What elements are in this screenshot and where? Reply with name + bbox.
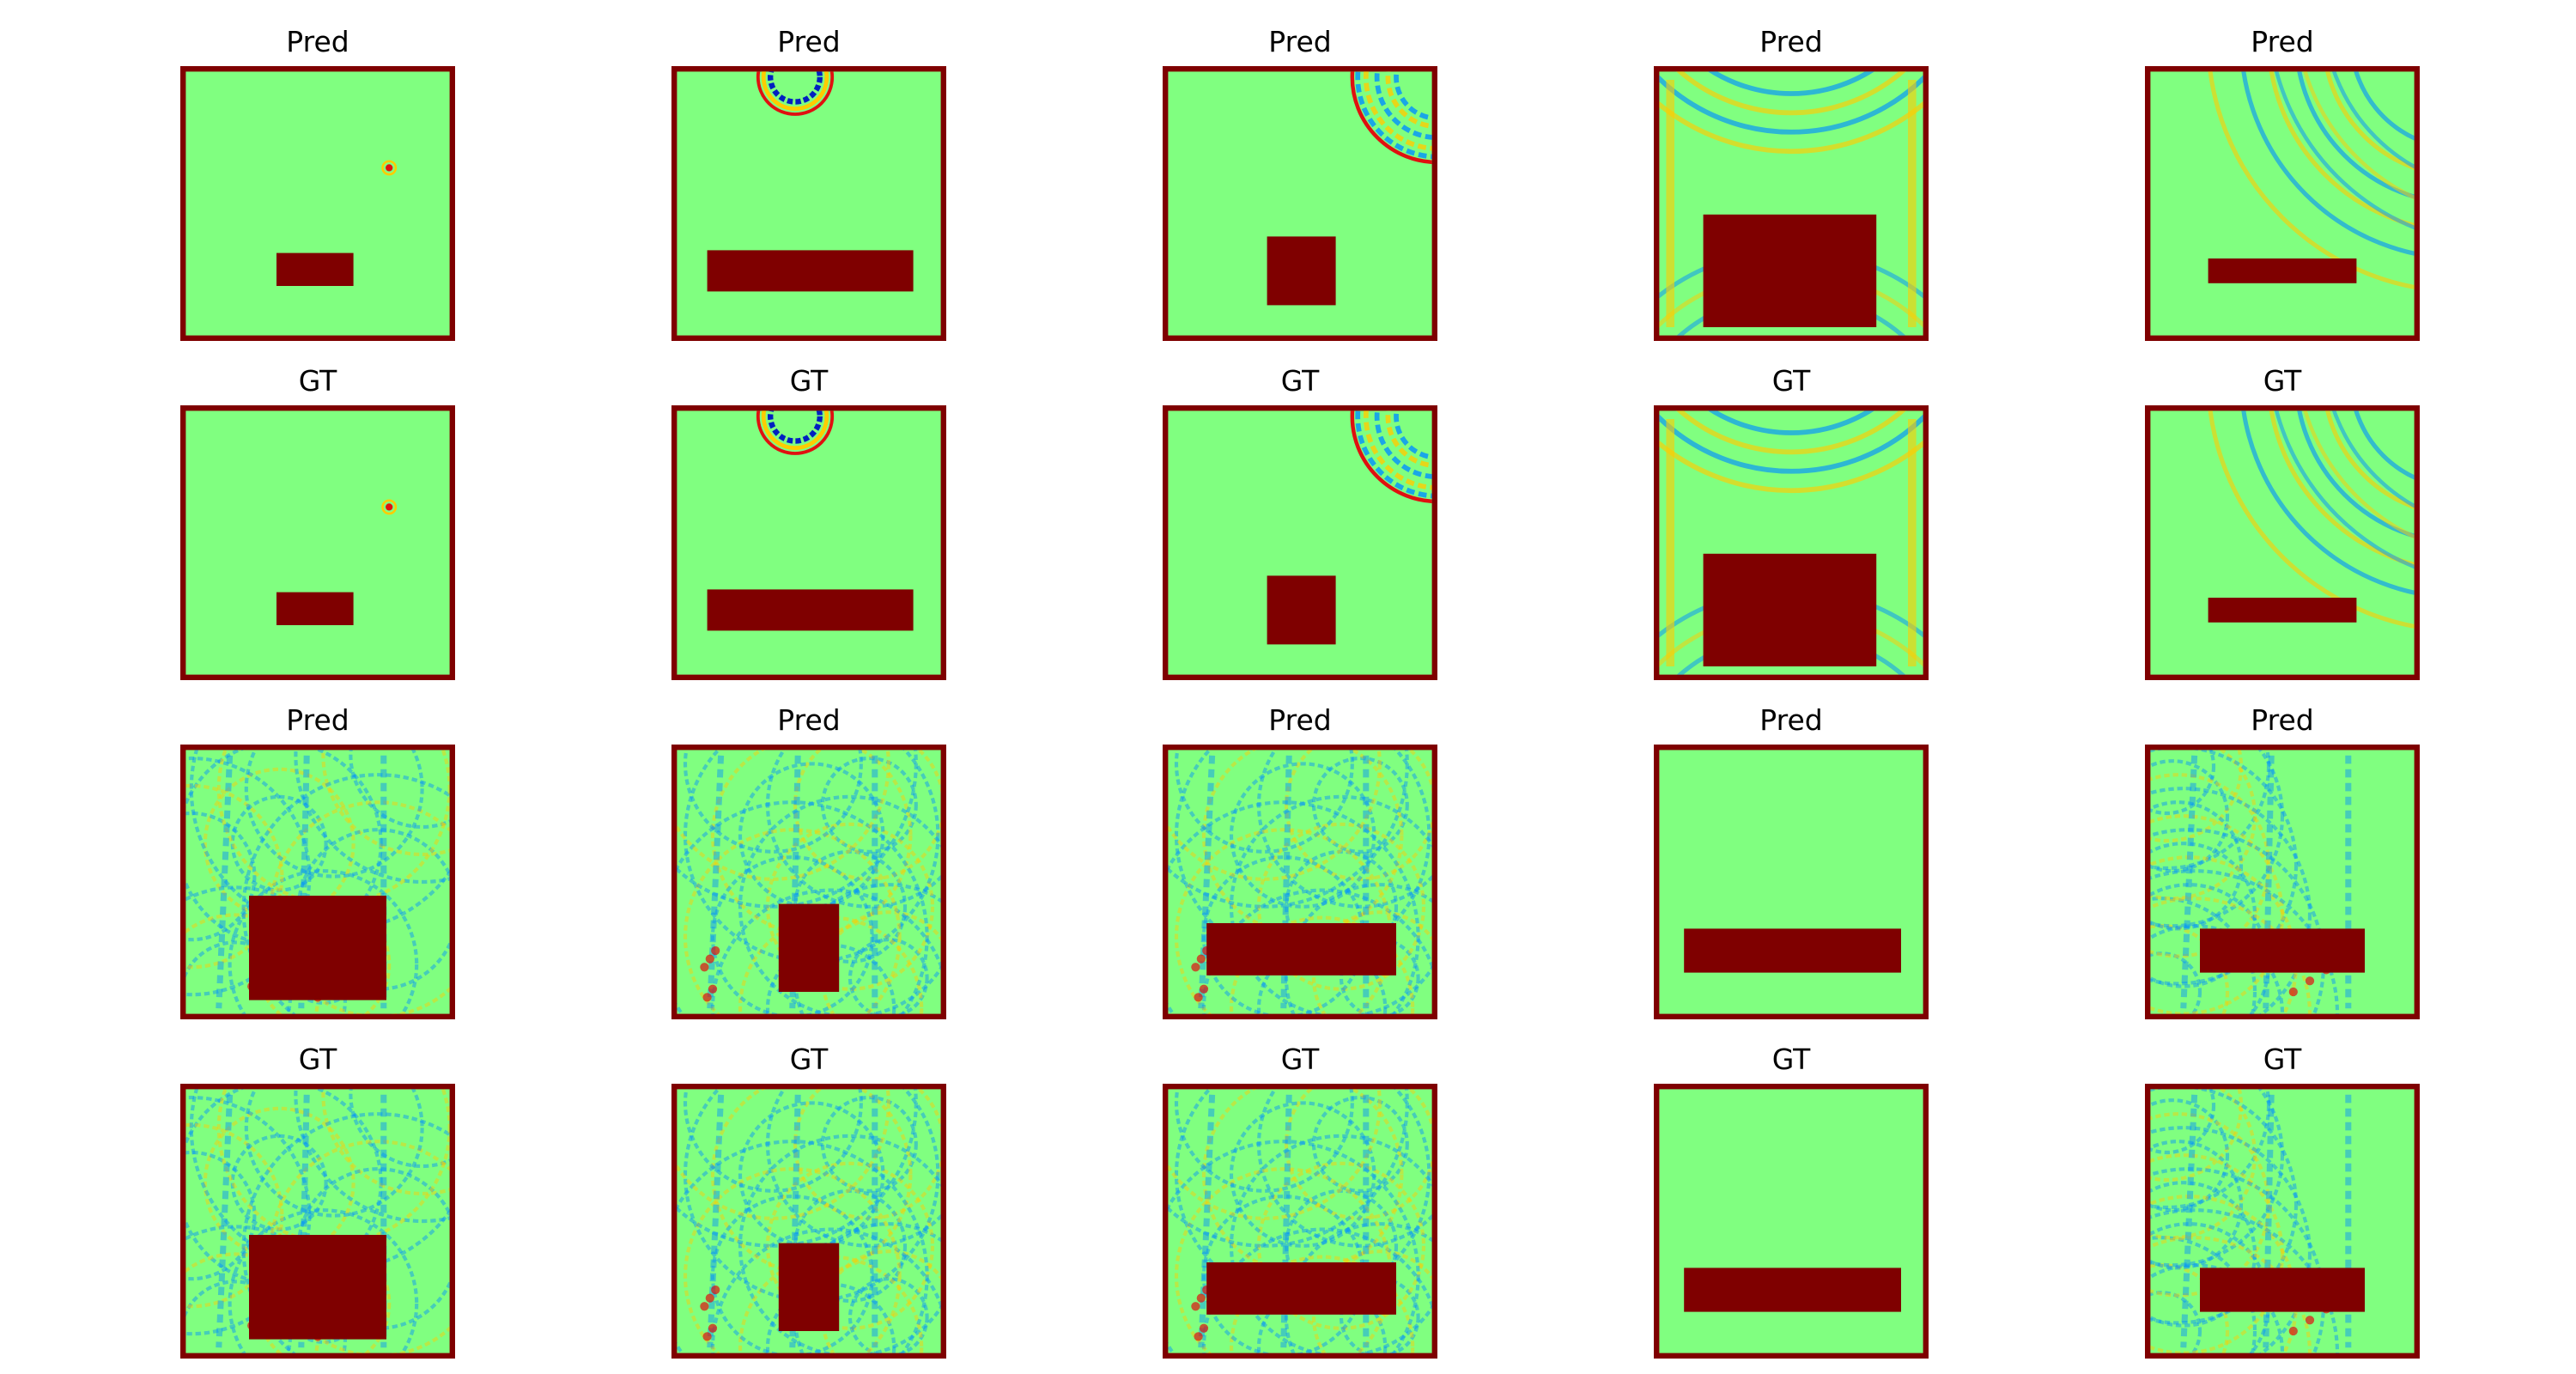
panel-title: GT bbox=[2263, 1043, 2302, 1076]
panel-title: GT bbox=[789, 364, 829, 398]
field-panel-corner-arc-square-obstacle bbox=[1163, 66, 1437, 341]
field-image bbox=[2145, 745, 2420, 1019]
field-image bbox=[671, 1084, 946, 1359]
panel-title: GT bbox=[1280, 1043, 1320, 1076]
field-panel-concentric-arcs-large-obstacle bbox=[1654, 405, 1929, 680]
field-image bbox=[1654, 405, 1929, 680]
obstacle bbox=[276, 252, 354, 286]
panel-title: Pred bbox=[1759, 25, 1823, 58]
field-panel-turbulent-tall-obstacle bbox=[671, 745, 946, 1019]
obstacle bbox=[2208, 258, 2357, 283]
panel-title: Pred bbox=[286, 703, 349, 737]
panel-title: GT bbox=[298, 364, 337, 398]
field-image bbox=[671, 66, 946, 341]
field-image bbox=[671, 745, 946, 1019]
field-image bbox=[2145, 405, 2420, 680]
panel-title: Pred bbox=[2251, 25, 2314, 58]
field-image bbox=[180, 1084, 455, 1359]
field-panel-turbulent-mid-obstacle bbox=[2145, 745, 2420, 1019]
field-panel-diagonal-arcs-thin-obstacle bbox=[2145, 66, 2420, 341]
obstacle bbox=[1267, 236, 1336, 306]
obstacle bbox=[1703, 214, 1877, 327]
wave-field bbox=[756, 71, 835, 116]
obstacle bbox=[1206, 923, 1396, 976]
field-panel-point-source-small-obstacle bbox=[180, 405, 455, 680]
panel-title: Pred bbox=[286, 25, 349, 58]
obstacle bbox=[2200, 928, 2365, 973]
panel-title: Pred bbox=[1268, 703, 1332, 737]
panel-title: GT bbox=[1280, 364, 1320, 398]
field-image bbox=[2145, 66, 2420, 341]
field-panel-concentric-arcs-large-obstacle bbox=[1654, 66, 1929, 341]
obstacle bbox=[707, 250, 914, 292]
field-background bbox=[185, 410, 450, 675]
obstacle bbox=[1267, 575, 1336, 645]
panel-title: Pred bbox=[777, 25, 841, 58]
field-panel-calm-wide-obstacle bbox=[1654, 745, 1929, 1019]
field-background bbox=[677, 71, 941, 336]
field-panel-top-arc-wide-obstacle bbox=[671, 405, 946, 680]
obstacle bbox=[249, 1235, 386, 1340]
obstacle bbox=[1684, 928, 1901, 973]
panel-title: GT bbox=[1771, 1043, 1811, 1076]
field-image bbox=[671, 405, 946, 680]
panel-title: GT bbox=[298, 1043, 337, 1076]
field-panel-turbulent-wide-obstacle bbox=[1163, 745, 1437, 1019]
field-image bbox=[1163, 66, 1437, 341]
field-panel-diagonal-arcs-thin-obstacle bbox=[2145, 405, 2420, 680]
field-image bbox=[1163, 405, 1437, 680]
wave-field bbox=[381, 160, 398, 176]
obstacle bbox=[1206, 1262, 1396, 1315]
field-image bbox=[180, 66, 455, 341]
field-image bbox=[1654, 66, 1929, 341]
panel-title: Pred bbox=[2251, 703, 2314, 737]
field-image bbox=[1163, 1084, 1437, 1359]
field-panel-turbulent-large-obstacle bbox=[180, 1084, 455, 1359]
obstacle bbox=[707, 589, 914, 631]
obstacle bbox=[2200, 1268, 2365, 1312]
field-image bbox=[1654, 1084, 1929, 1359]
obstacle bbox=[778, 1243, 840, 1331]
field-background bbox=[1659, 1089, 1923, 1353]
wave-field bbox=[1350, 71, 1432, 165]
obstacle bbox=[1684, 1268, 1901, 1312]
field-image bbox=[180, 745, 455, 1019]
panel-title: Pred bbox=[1759, 703, 1823, 737]
field-panel-corner-arc-square-obstacle bbox=[1163, 405, 1437, 680]
obstacle bbox=[2208, 598, 2357, 623]
field-panel-turbulent-mid-obstacle bbox=[2145, 1084, 2420, 1359]
field-panel-turbulent-large-obstacle bbox=[180, 745, 455, 1019]
panel-title: GT bbox=[1771, 364, 1811, 398]
panel-title: Pred bbox=[777, 703, 841, 737]
panel-title: Pred bbox=[1268, 25, 1332, 58]
field-image bbox=[180, 405, 455, 680]
field-background bbox=[1659, 750, 1923, 1014]
field-panel-top-arc-wide-obstacle bbox=[671, 66, 946, 341]
field-image bbox=[2145, 1084, 2420, 1359]
field-image bbox=[1654, 745, 1929, 1019]
panel-title: GT bbox=[2263, 364, 2302, 398]
wave-field bbox=[381, 499, 398, 515]
wave-field bbox=[1350, 410, 1432, 504]
field-background bbox=[185, 71, 450, 336]
field-panel-calm-wide-obstacle bbox=[1654, 1084, 1929, 1359]
panel-title: GT bbox=[789, 1043, 829, 1076]
field-image bbox=[1163, 745, 1437, 1019]
obstacle bbox=[778, 903, 840, 992]
obstacle bbox=[249, 896, 386, 1000]
obstacle bbox=[1703, 553, 1877, 666]
field-panel-turbulent-wide-obstacle bbox=[1163, 1084, 1437, 1359]
obstacle bbox=[276, 592, 354, 625]
field-panel-turbulent-tall-obstacle bbox=[671, 1084, 946, 1359]
field-panel-point-source-small-obstacle bbox=[180, 66, 455, 341]
